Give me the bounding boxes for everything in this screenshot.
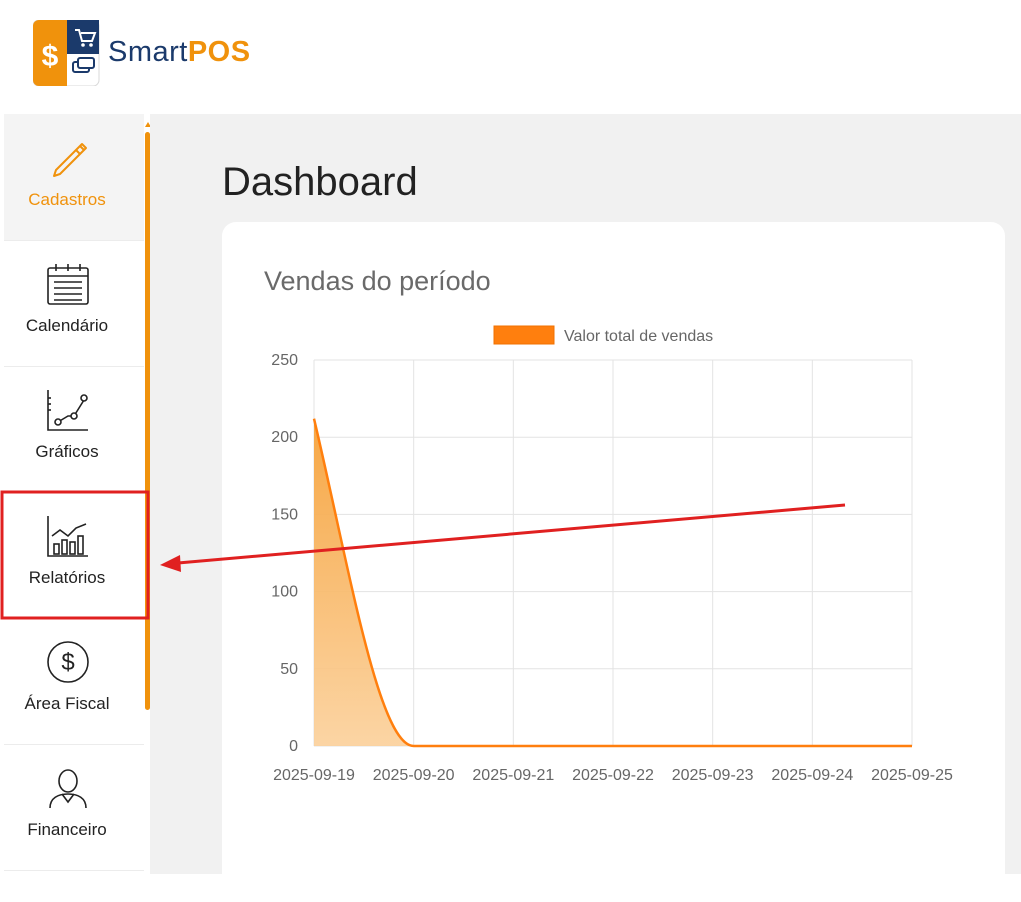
sidebar-item-label: Calendário — [25, 316, 109, 335]
sidebar-item-label: Relatórios — [28, 568, 106, 587]
sidebar-item-relatorios[interactable]: Relatórios — [4, 492, 144, 619]
calendar-icon — [47, 264, 89, 305]
y-tick-label: 100 — [271, 584, 298, 601]
page-title: Dashboard — [222, 160, 418, 204]
sidebar-item-label: Financeiro — [27, 820, 107, 839]
y-tick-label: 0 — [289, 738, 298, 755]
x-tick-label: 2025-09-19 — [273, 767, 355, 784]
y-tick-label: 50 — [280, 661, 298, 678]
legend-label: Valor total de vendas — [564, 328, 713, 345]
x-tick-label: 2025-09-23 — [672, 767, 754, 784]
sidebar-item-area-fiscal[interactable]: $ Área Fiscal — [4, 618, 144, 745]
y-tick-label: 200 — [271, 429, 298, 446]
series-area — [314, 418, 912, 746]
sidebar-item-financeiro[interactable]: Financeiro — [4, 744, 144, 871]
x-tick-label: 2025-09-25 — [871, 767, 953, 784]
sidebar-item-calendario[interactable]: Calendário — [4, 240, 144, 367]
smartpos-logo[interactable]: $ — [32, 19, 101, 87]
sidebar: Cadastros Calendário Gráficos — [4, 114, 151, 874]
x-tick-label: 2025-09-21 — [472, 767, 554, 784]
app-header: $ SmartPOS — [0, 0, 1021, 114]
card-title: Vendas do período — [264, 266, 491, 296]
sales-chart: 0 50 100 150 200 250 2025-09-19 2025-09-20 2025-… — [271, 325, 953, 784]
legend-swatch — [493, 325, 555, 345]
line-chart-icon — [47, 390, 88, 431]
sidebar-item-label: Gráficos — [35, 442, 99, 461]
sidebar-scrollbar[interactable] — [145, 122, 151, 718]
brand-name-pos: POS — [187, 36, 251, 68]
sidebar-item-label: Cadastros — [28, 190, 106, 209]
sales-card: Vendas do período 0 50 100 150 200 250 2025-09… — [222, 222, 1005, 902]
pencil-icon — [53, 143, 87, 177]
x-tick-label: 2025-09-22 — [572, 767, 654, 784]
bar-chart-icon — [47, 516, 88, 557]
dollar-circle-icon: $ — [47, 641, 89, 683]
svg-text:$: $ — [42, 40, 59, 73]
sidebar-item-label: Área Fiscal — [24, 694, 110, 713]
person-icon — [49, 769, 87, 809]
series-line — [312, 418, 912, 748]
svg-text:$: $ — [61, 649, 74, 676]
sidebar-item-cadastros[interactable]: Cadastros — [4, 114, 144, 241]
scroll-up-icon[interactable] — [145, 122, 151, 127]
scrollbar-thumb[interactable] — [145, 132, 150, 710]
brand-name-smart: Smart — [108, 36, 188, 68]
y-tick-label: 250 — [271, 352, 298, 369]
brand-name: SmartPOS — [108, 36, 251, 69]
sidebar-item-graficos[interactable]: Gráficos — [4, 366, 144, 493]
logo-icon: $ — [32, 19, 100, 87]
x-tick-label: 2025-09-20 — [373, 767, 455, 784]
y-tick-label: 150 — [271, 506, 298, 523]
main-content: Dashboard Vendas do período 0 50 100 150 200… — [150, 114, 1021, 902]
x-tick-label: 2025-09-24 — [771, 767, 853, 784]
